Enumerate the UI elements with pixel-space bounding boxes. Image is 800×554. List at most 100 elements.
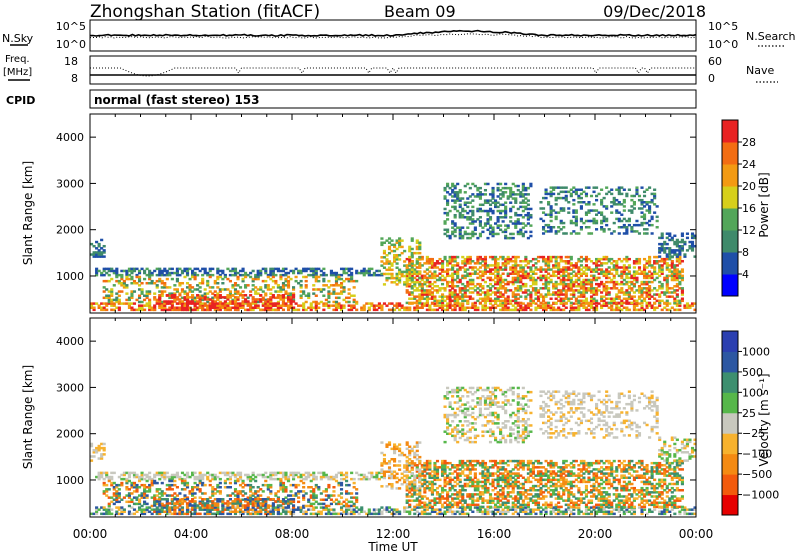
heatmap-cell xyxy=(504,301,508,305)
heatmap-cell xyxy=(410,260,414,263)
heatmap-cell xyxy=(446,264,450,267)
heatmap-cell xyxy=(299,506,303,509)
heatmap-cell xyxy=(448,260,452,263)
heatmap-cell xyxy=(577,304,581,307)
heatmap-cell xyxy=(140,492,144,495)
heatmap-cell xyxy=(155,267,159,271)
heatmap-cell xyxy=(617,508,621,511)
heatmap-cell xyxy=(521,195,525,198)
heatmap-cell xyxy=(592,262,596,265)
heatmap-cell xyxy=(165,302,169,305)
heatmap-cell xyxy=(680,238,684,242)
heatmap-cell xyxy=(256,300,260,304)
heatmap-cell xyxy=(668,247,672,250)
heatmap-cell xyxy=(269,292,273,295)
heatmap-cell xyxy=(236,296,240,299)
heatmap-cell xyxy=(562,268,566,271)
heatmap-cell xyxy=(140,300,144,304)
heatmap-cell xyxy=(660,247,664,250)
heatmap-cell xyxy=(478,508,482,511)
heatmap-cell xyxy=(132,281,137,285)
heatmap-cell xyxy=(658,512,662,516)
heatmap-cell xyxy=(246,296,250,300)
heatmap-cell xyxy=(443,276,447,280)
heatmap-cell xyxy=(559,270,563,273)
heatmap-cell xyxy=(511,291,515,294)
heatmap-cell xyxy=(476,276,480,280)
heatmap-cell xyxy=(453,216,457,219)
heatmap-cell xyxy=(615,268,619,271)
heatmap-cell xyxy=(660,299,664,303)
heatmap-cell xyxy=(504,289,508,292)
heatmap-cell xyxy=(554,211,558,214)
heatmap-cell xyxy=(506,195,510,198)
heatmap-cell xyxy=(314,273,318,277)
heatmap-cell xyxy=(516,297,520,300)
heatmap-cell xyxy=(433,266,437,269)
heatmap-cell xyxy=(223,306,227,310)
heatmap-cell xyxy=(486,228,490,232)
heatmap-cell xyxy=(168,292,172,295)
heatmap-cell xyxy=(438,304,442,307)
heatmap-cell xyxy=(481,193,485,196)
heatmap-cell xyxy=(178,308,182,312)
heatmap-cell xyxy=(690,508,695,511)
heatmap-cell xyxy=(514,224,518,227)
heatmap-cell xyxy=(584,308,589,312)
heatmap-cell xyxy=(221,304,225,307)
heatmap-cell xyxy=(595,293,599,296)
heatmap-cell xyxy=(196,300,200,303)
heatmap-cell xyxy=(572,285,576,288)
heatmap-cell xyxy=(403,264,407,267)
heatmap-cell xyxy=(198,481,202,485)
heatmap-cell xyxy=(595,289,599,292)
heatmap-cell xyxy=(163,281,167,285)
heatmap-cell xyxy=(135,490,139,493)
heatmap-cell xyxy=(271,477,275,481)
heatmap-cell xyxy=(107,269,111,273)
heatmap-cell xyxy=(413,508,417,511)
heatmap-cell xyxy=(665,289,669,292)
heatmap-cell xyxy=(463,257,467,261)
heatmap-cell xyxy=(451,308,455,312)
heatmap-cell xyxy=(481,304,485,307)
heatmap-cell xyxy=(193,271,197,275)
heatmap-cell xyxy=(216,502,220,506)
heatmap-cell xyxy=(574,188,578,191)
heatmap-cell xyxy=(193,298,197,302)
heatmap-cell xyxy=(617,510,621,514)
heatmap-cell xyxy=(105,267,109,271)
heatmap-cell xyxy=(582,299,586,303)
heatmap-cell xyxy=(256,275,260,279)
heatmap-cell xyxy=(206,475,210,479)
heatmap-cell xyxy=(387,245,392,249)
heatmap-cell xyxy=(562,512,566,516)
heatmap-cell xyxy=(95,475,99,479)
heatmap-cell xyxy=(251,277,255,281)
heatmap-cell xyxy=(163,269,167,273)
heatmap-cell xyxy=(423,289,427,292)
heatmap-cell xyxy=(398,308,402,312)
heatmap-cell xyxy=(461,226,465,229)
heatmap-cell xyxy=(413,268,417,271)
heatmap-cell xyxy=(630,280,634,284)
heatmap-cell xyxy=(370,475,374,479)
heatmap-cell xyxy=(382,508,387,511)
heatmap-cell xyxy=(168,308,172,312)
heatmap-cell xyxy=(281,473,286,477)
heatmap-cell xyxy=(307,267,311,271)
heatmap-cell xyxy=(524,264,528,267)
heatmap-cell xyxy=(365,271,369,275)
heatmap-cell xyxy=(486,222,490,225)
heatmap-cell xyxy=(170,483,174,487)
heatmap-cell xyxy=(430,266,434,269)
heatmap-cell xyxy=(557,299,561,303)
heatmap-cell xyxy=(544,278,548,282)
heatmap-cell xyxy=(572,190,576,194)
heatmap-cell xyxy=(231,306,235,310)
heatmap-cell xyxy=(375,304,379,307)
heatmap-cell xyxy=(453,257,457,261)
heatmap-cell xyxy=(440,266,445,269)
heatmap-cell xyxy=(463,216,467,219)
heatmap-cell xyxy=(201,294,205,297)
